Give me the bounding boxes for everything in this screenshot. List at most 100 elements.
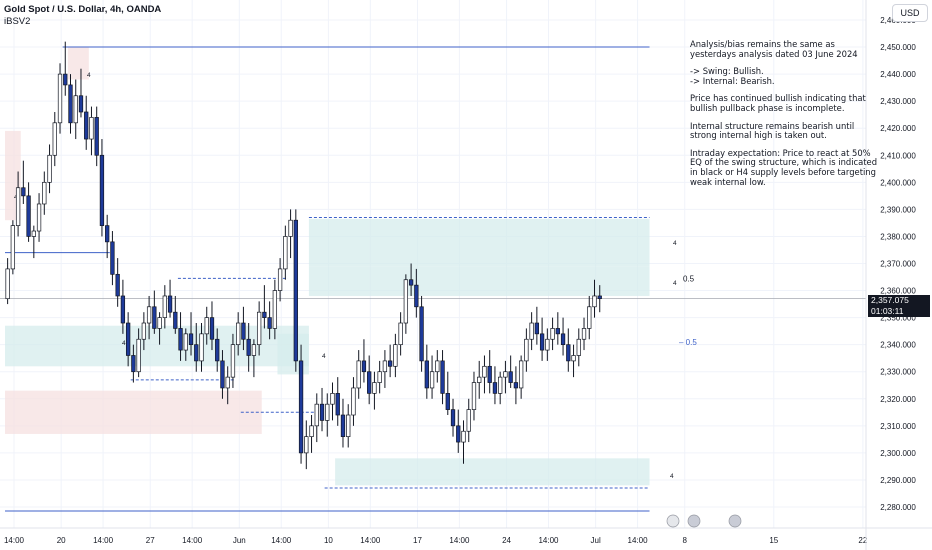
candle-body bbox=[272, 290, 278, 329]
x-tick-label: Jun bbox=[233, 536, 246, 545]
y-tick-label: 2,440.000 bbox=[880, 70, 916, 79]
candle-body bbox=[346, 414, 351, 438]
x-tick-label: 17 bbox=[413, 536, 422, 545]
candle-body bbox=[393, 344, 398, 367]
countdown-label: 01:03:11 bbox=[868, 306, 930, 317]
candle-body bbox=[31, 230, 36, 237]
candle-body bbox=[251, 344, 257, 356]
candle-body bbox=[94, 117, 99, 156]
candle-body bbox=[351, 387, 356, 416]
candle-body bbox=[361, 360, 367, 373]
y-tick-label: 2,350.000 bbox=[880, 314, 916, 323]
x-tick-label: 10 bbox=[324, 536, 333, 545]
y-tick-label: 2,330.000 bbox=[880, 368, 916, 377]
x-tick-label: 15 bbox=[769, 536, 778, 545]
candle-body bbox=[456, 425, 461, 443]
y-tick-label: 2,300.000 bbox=[880, 449, 916, 458]
candle-body bbox=[592, 295, 597, 308]
candle-body bbox=[581, 328, 587, 340]
structure-marker: 4 bbox=[122, 340, 126, 347]
x-tick-label: 14:00 bbox=[271, 536, 292, 545]
currency-button[interactable]: USD bbox=[892, 4, 928, 22]
candle-body bbox=[372, 382, 377, 394]
candle-body bbox=[283, 236, 288, 270]
candle-body bbox=[73, 95, 78, 124]
candle-body bbox=[15, 187, 21, 226]
candle-body bbox=[335, 393, 340, 416]
candle-body bbox=[330, 393, 335, 405]
candle-body bbox=[157, 317, 162, 329]
candle-body bbox=[387, 360, 393, 367]
y-tick-label: 2,420.000 bbox=[880, 124, 916, 133]
candle-body bbox=[492, 382, 498, 394]
demand-zone bbox=[308, 218, 650, 267]
candle-body bbox=[508, 371, 513, 383]
candle-body bbox=[408, 279, 414, 286]
candle-body bbox=[110, 241, 115, 275]
structure-marker: 4 bbox=[673, 240, 677, 247]
candle-body bbox=[277, 268, 283, 291]
candle-body bbox=[89, 117, 94, 140]
candle-body bbox=[230, 344, 236, 378]
symbol-title[interactable]: Gold Spot / U.S. Dollar, 4h, OANDA bbox=[4, 4, 162, 15]
y-tick-label: 2,280.000 bbox=[880, 503, 916, 512]
candle-body bbox=[487, 365, 492, 383]
x-tick-label: 27 bbox=[146, 536, 155, 545]
candle-body bbox=[256, 311, 262, 346]
demand-zone bbox=[277, 333, 309, 375]
y-tick-label: 2,380.000 bbox=[880, 232, 916, 241]
analysis-intraday: Intraday expectation: Price to react at … bbox=[690, 147, 878, 187]
candle-body bbox=[482, 365, 487, 378]
candle-body bbox=[152, 306, 157, 329]
candle-body bbox=[162, 295, 167, 318]
x-tick-label: 14:00 bbox=[4, 536, 25, 545]
chart-header: Gold Spot / U.S. Dollar, 4h, OANDA iBSV2 bbox=[4, 4, 161, 28]
demand-zone bbox=[5, 325, 309, 367]
analysis-price: Price has continued bullish indicating t… bbox=[690, 93, 866, 113]
analysis-internal: Internal structure remains bearish until… bbox=[690, 120, 855, 141]
x-tick-label: 20 bbox=[57, 536, 66, 545]
candle-body bbox=[204, 317, 209, 335]
indicator-label[interactable]: iBSV2 bbox=[4, 16, 31, 27]
current-price-label: 2,357.075 bbox=[868, 295, 930, 306]
candle-body bbox=[262, 311, 267, 318]
flag-icon bbox=[687, 514, 701, 528]
candle-body bbox=[466, 409, 471, 432]
structure-marker: 4 bbox=[87, 72, 91, 79]
candle-body bbox=[188, 333, 194, 346]
x-tick-label: 14:00 bbox=[538, 536, 559, 545]
candle-body bbox=[298, 360, 304, 454]
x-tick-label: 14:00 bbox=[360, 536, 381, 545]
candle-body bbox=[178, 328, 183, 351]
candle-body bbox=[471, 382, 477, 410]
candle-body bbox=[534, 322, 540, 335]
candle-body bbox=[398, 322, 403, 346]
candle-body bbox=[288, 219, 293, 237]
y-tick-label: 2,290.000 bbox=[880, 476, 916, 485]
supply-zone bbox=[5, 390, 262, 434]
candle-body bbox=[10, 225, 16, 270]
y-tick-label: 2,410.000 bbox=[880, 151, 916, 160]
candle-body bbox=[414, 284, 419, 308]
candle-body bbox=[340, 414, 346, 438]
analysis-structure: -> Swing: Bullish. -> Internal: Bearish. bbox=[690, 66, 775, 86]
y-tick-label: 2,390.000 bbox=[880, 205, 916, 214]
candle-body bbox=[141, 322, 147, 340]
candle-body bbox=[403, 279, 409, 324]
candle-body bbox=[99, 154, 105, 226]
candle-body bbox=[461, 430, 466, 443]
candle-body bbox=[146, 306, 152, 324]
candle-body bbox=[314, 403, 319, 427]
candle-body bbox=[555, 328, 560, 335]
candle-body bbox=[42, 181, 47, 205]
candle-body bbox=[445, 393, 450, 410]
candle-body bbox=[209, 317, 215, 340]
x-tick-label: 14:00 bbox=[93, 536, 114, 545]
candle-body bbox=[293, 219, 298, 362]
candle-body bbox=[199, 333, 204, 362]
x-tick-label: Jul bbox=[591, 536, 601, 545]
candle-body bbox=[215, 338, 220, 362]
candle-body bbox=[367, 371, 372, 394]
y-tick-label: 2,430.000 bbox=[880, 97, 916, 106]
